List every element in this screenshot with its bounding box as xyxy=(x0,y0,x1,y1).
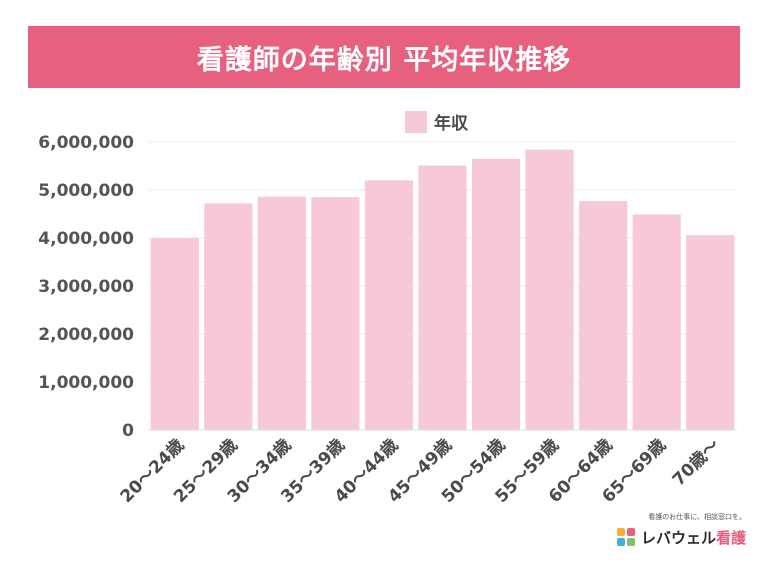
y-tick-label: 1,000,000 xyxy=(38,373,134,393)
y-tick-label: 4,000,000 xyxy=(38,229,134,249)
y-tick-label: 3,000,000 xyxy=(38,277,134,297)
bar xyxy=(150,238,199,430)
brand-logo: レバウェル看護 xyxy=(615,526,746,548)
legend-swatch xyxy=(405,111,427,133)
x-tick-label: 70歳〜 xyxy=(668,435,724,491)
chart-title: 看護師の年齢別 平均年収推移 xyxy=(196,44,572,76)
bar xyxy=(364,180,414,430)
y-tick-label: 2,000,000 xyxy=(38,325,134,345)
legend-label: 年収 xyxy=(434,113,469,134)
bar xyxy=(311,197,360,430)
bar xyxy=(686,235,735,430)
brand-footer: 看護のお仕事に、相談窓口を。 レバウェル看護 xyxy=(576,512,746,562)
y-tick-label: 5,000,000 xyxy=(38,181,134,201)
bar xyxy=(204,203,253,430)
bar xyxy=(418,165,467,430)
bar xyxy=(632,214,681,430)
bar xyxy=(579,201,628,430)
brand-tagline: 看護のお仕事に、相談窓口を。 xyxy=(648,513,746,521)
title-banner: 看護師の年齢別 平均年収推移 xyxy=(28,26,740,88)
bar xyxy=(525,149,574,430)
y-tick-label: 0 xyxy=(122,421,134,441)
brand-name: レバウェル看護 xyxy=(640,528,746,547)
brand-logo-icon xyxy=(616,528,635,546)
bar xyxy=(257,196,306,430)
y-tick-label: 6,000,000 xyxy=(38,133,134,153)
bar xyxy=(471,158,521,431)
